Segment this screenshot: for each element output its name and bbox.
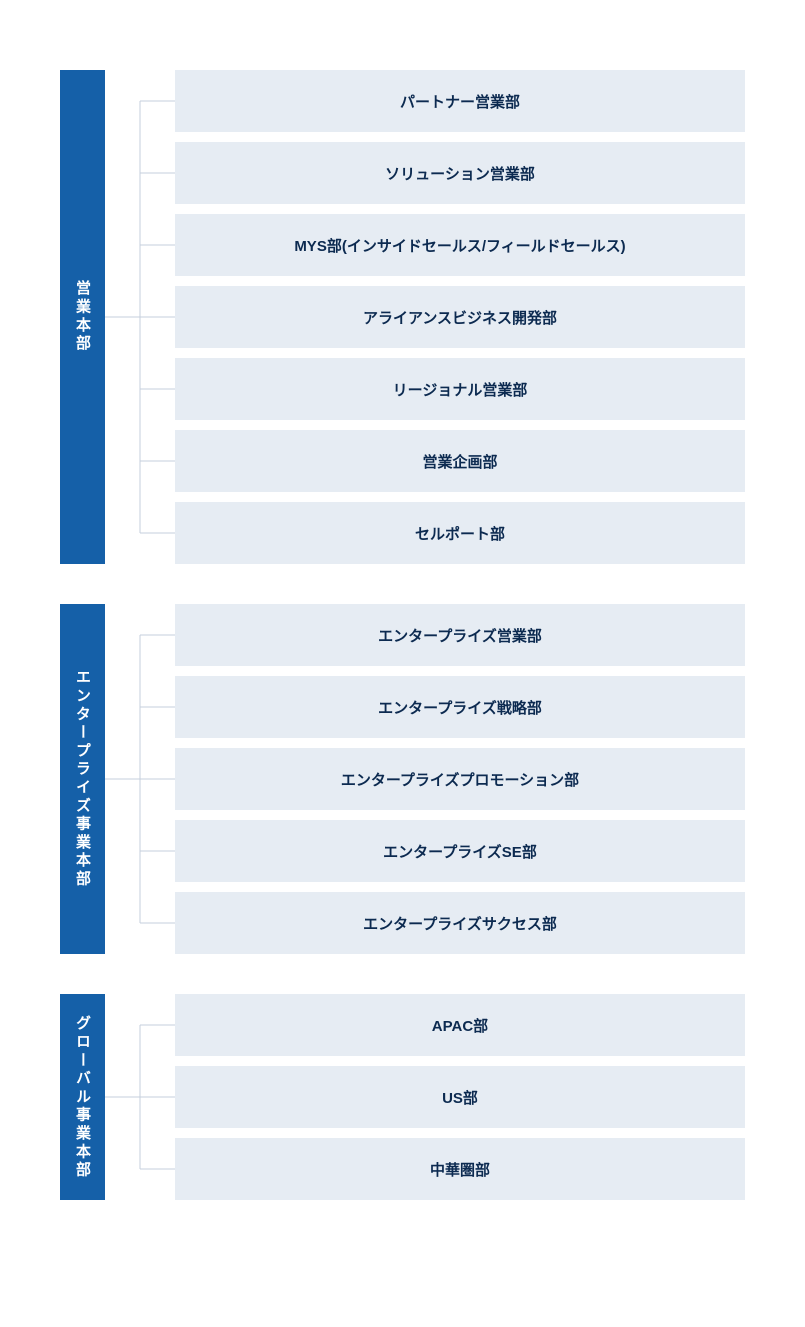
child-box: エンタープライズSE部 xyxy=(175,820,745,882)
child-box: エンタープライズ戦略部 xyxy=(175,676,745,738)
connector-lines xyxy=(105,994,175,1200)
child-box: パートナー営業部 xyxy=(175,70,745,132)
child-box: リージョナル営業部 xyxy=(175,358,745,420)
child-box: MYS部(インサイドセールス/フィールドセールス) xyxy=(175,214,745,276)
connector-lines xyxy=(105,604,175,954)
child-box: 中華圏部 xyxy=(175,1138,745,1200)
child-box: 営業企画部 xyxy=(175,430,745,492)
child-box: ソリューション営業部 xyxy=(175,142,745,204)
children-column: APAC部 US部中華圏部 xyxy=(175,994,745,1200)
org-section-sales: 営業本部 パートナー営業部ソリューション営業部 MYS部(インサイドセールス/フィー… xyxy=(60,70,745,564)
children-column: エンタープライズ営業部エンタープライズ戦略部エンタープライズプロモーション部エン… xyxy=(175,604,745,954)
parent-box-global: グローバル事業本部 xyxy=(60,994,105,1200)
children-column: パートナー営業部ソリューション営業部 MYS部(インサイドセールス/フィールドセー… xyxy=(175,70,745,564)
connector-lines xyxy=(105,70,175,564)
org-section-enterprise: エンタープライズ事業本部 エンタープライズ営業部エンタープライズ戦略部エンタープラ… xyxy=(60,604,745,954)
org-section-global: グローバル事業本部 APAC部 US部中華圏部 xyxy=(60,994,745,1200)
child-box: アライアンスビジネス開発部 xyxy=(175,286,745,348)
child-box: セルポート部 xyxy=(175,502,745,564)
org-chart: 営業本部 パートナー営業部ソリューション営業部 MYS部(インサイドセールス/フィー… xyxy=(60,70,745,1200)
child-box: エンタープライズサクセス部 xyxy=(175,892,745,954)
parent-box-sales: 営業本部 xyxy=(60,70,105,564)
child-box: US部 xyxy=(175,1066,745,1128)
child-box: APAC部 xyxy=(175,994,745,1056)
parent-box-enterprise: エンタープライズ事業本部 xyxy=(60,604,105,954)
child-box: エンタープライズ営業部 xyxy=(175,604,745,666)
child-box: エンタープライズプロモーション部 xyxy=(175,748,745,810)
